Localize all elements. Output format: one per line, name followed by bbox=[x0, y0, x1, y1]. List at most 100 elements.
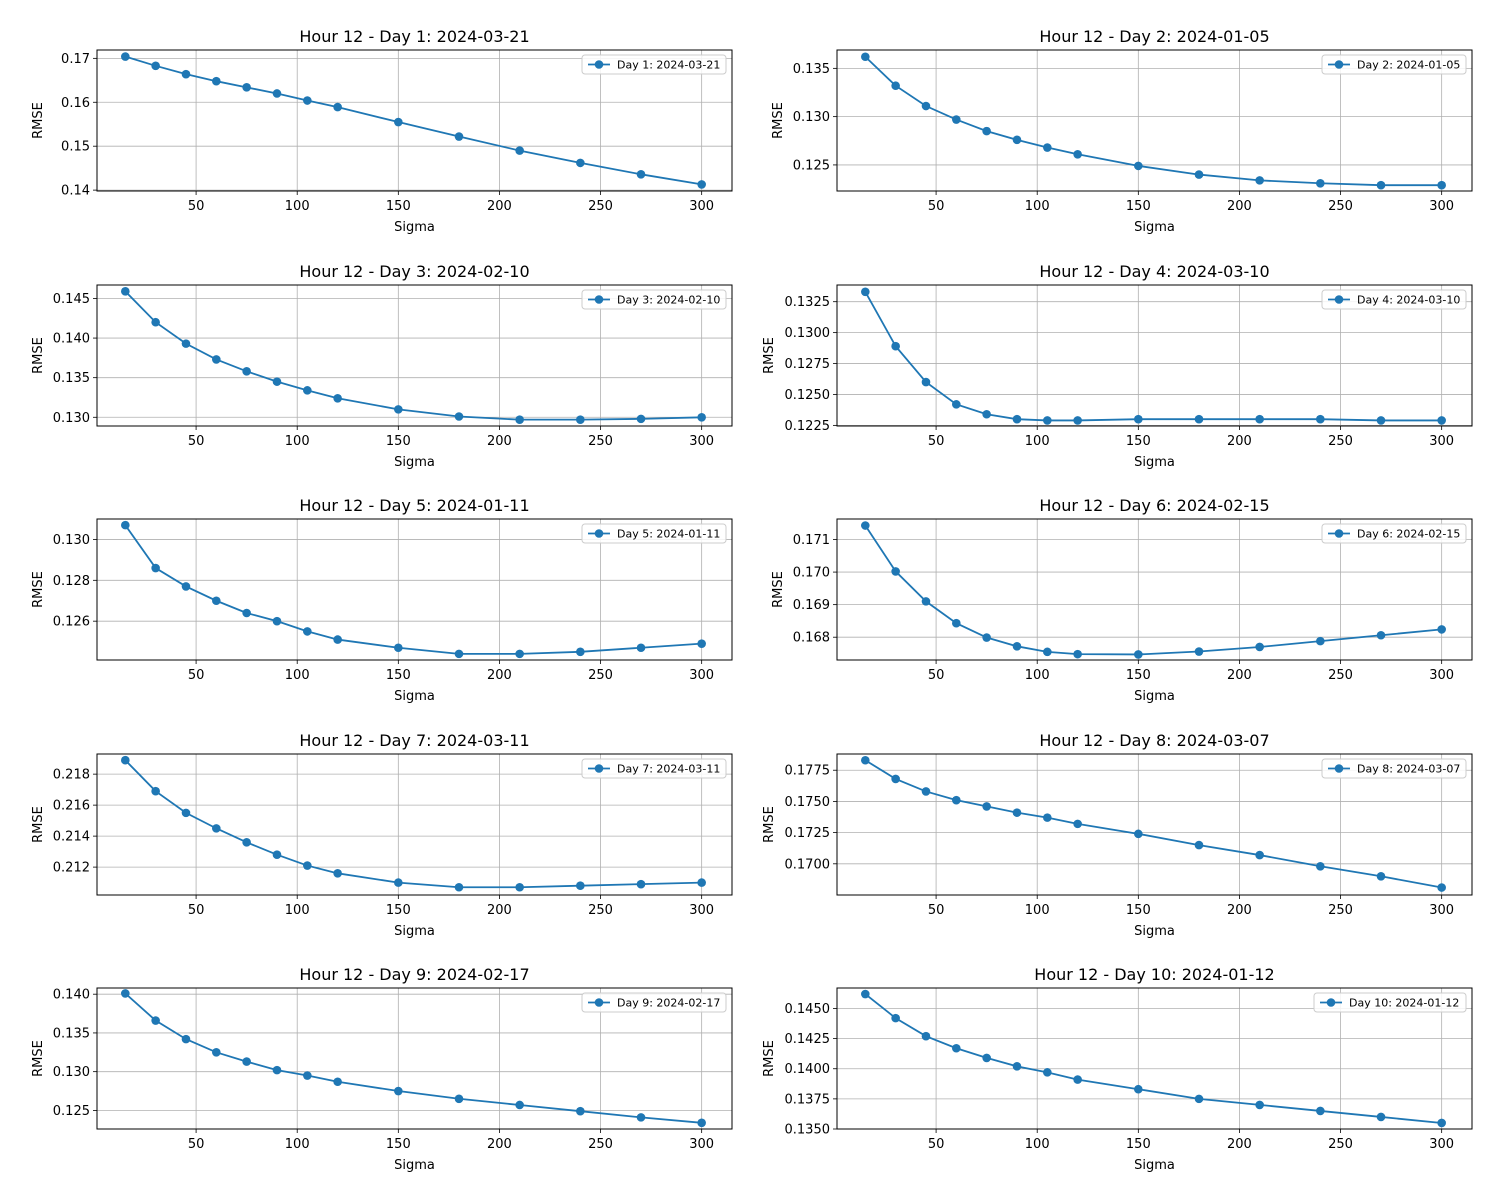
data-point bbox=[1194, 170, 1204, 179]
subplot-title: Hour 12 - Day 9: 2024-02-17 bbox=[299, 965, 529, 984]
data-point bbox=[515, 1100, 524, 1110]
y-tick-label: 0.130 bbox=[53, 1065, 90, 1080]
subplot-title: Hour 12 - Day 4: 2024-03-10 bbox=[1039, 262, 1269, 281]
data-point bbox=[697, 1118, 706, 1128]
data-point bbox=[982, 1053, 991, 1063]
data-point bbox=[242, 838, 251, 847]
axes-frame bbox=[96, 49, 733, 192]
data-point bbox=[1316, 862, 1325, 871]
y-tick-label: 0.125 bbox=[53, 1104, 90, 1119]
y-tick-label: 0.17 bbox=[61, 52, 90, 67]
data-point bbox=[454, 412, 464, 421]
data-point bbox=[1043, 647, 1052, 657]
data-point bbox=[394, 1086, 403, 1096]
y-axis-label: RMSE bbox=[31, 571, 46, 608]
y-tick-label: 0.1250 bbox=[785, 388, 831, 403]
x-tick-label: 250 bbox=[588, 199, 613, 214]
data-point bbox=[1255, 176, 1264, 185]
x-tick-label: 100 bbox=[1025, 668, 1050, 683]
data-point bbox=[636, 414, 646, 424]
data-point bbox=[1376, 180, 1386, 190]
legend-label: Day 6: 2024-02-15 bbox=[1357, 528, 1460, 541]
series-line bbox=[864, 56, 1442, 187]
legend-box bbox=[1321, 523, 1467, 544]
data-point bbox=[1073, 150, 1082, 159]
data-point bbox=[1043, 813, 1052, 822]
data-point bbox=[921, 1031, 931, 1041]
series-line bbox=[864, 993, 1442, 1124]
data-point bbox=[952, 795, 961, 805]
y-axis-label: RMSE bbox=[762, 1040, 777, 1077]
y-axis-label: RMSE bbox=[31, 806, 46, 843]
series-line bbox=[125, 55, 702, 186]
y-tick-label: 0.218 bbox=[53, 768, 90, 783]
x-axis-label: Sigma bbox=[394, 220, 435, 235]
data-point bbox=[697, 639, 706, 648]
legend-label: Day 2: 2024-01-05 bbox=[1357, 59, 1460, 72]
data-point bbox=[1255, 1100, 1264, 1110]
legend-box bbox=[581, 758, 727, 779]
x-tick-label: 150 bbox=[1126, 1137, 1151, 1152]
data-point bbox=[921, 597, 931, 606]
data-point bbox=[952, 115, 961, 124]
data-point bbox=[952, 400, 961, 409]
y-axis-label: RMSE bbox=[771, 102, 786, 139]
legend-marker bbox=[1326, 998, 1336, 1007]
data-point bbox=[151, 563, 160, 573]
data-point bbox=[1134, 414, 1143, 424]
x-tick-label: 100 bbox=[1025, 1137, 1050, 1152]
data-point bbox=[151, 1016, 160, 1025]
x-tick-label: 300 bbox=[689, 903, 714, 918]
data-point bbox=[982, 802, 991, 811]
y-tick-label: 0.214 bbox=[53, 830, 90, 845]
x-tick-label: 50 bbox=[188, 199, 205, 214]
data-point bbox=[242, 83, 251, 92]
x-tick-label: 200 bbox=[1227, 903, 1252, 918]
x-tick-label: 150 bbox=[1126, 668, 1151, 683]
legend-box bbox=[1321, 54, 1467, 75]
x-tick-label: 200 bbox=[487, 1137, 512, 1152]
data-point bbox=[1012, 1062, 1022, 1071]
data-point bbox=[303, 96, 312, 105]
x-tick-label: 50 bbox=[188, 434, 205, 449]
y-tick-label: 0.14 bbox=[61, 184, 90, 199]
data-point bbox=[982, 633, 991, 642]
data-point bbox=[1376, 630, 1386, 640]
x-axis-label: Sigma bbox=[1134, 689, 1175, 704]
data-point bbox=[515, 882, 524, 892]
legend-label: Day 8: 2024-03-07 bbox=[1357, 763, 1460, 776]
data-point bbox=[1316, 636, 1325, 646]
axes-frame bbox=[836, 284, 1473, 427]
y-tick-label: 0.1450 bbox=[785, 1002, 831, 1017]
data-point bbox=[636, 879, 646, 889]
x-tick-label: 150 bbox=[1126, 199, 1151, 214]
y-tick-label: 0.1325 bbox=[785, 295, 831, 310]
subplot-5: 50 100 150 200 250 300 0.126 0.128 0.130 Hour 12 … bbox=[31, 496, 733, 704]
x-tick-label: 50 bbox=[928, 668, 945, 683]
data-point bbox=[212, 596, 221, 606]
data-point bbox=[181, 339, 191, 348]
data-point bbox=[181, 582, 191, 591]
x-tick-label: 150 bbox=[386, 199, 411, 214]
data-point bbox=[697, 180, 706, 189]
data-point bbox=[454, 132, 464, 141]
y-axis-label: RMSE bbox=[771, 571, 786, 608]
series-line bbox=[864, 759, 1442, 889]
data-point bbox=[151, 61, 160, 71]
data-point bbox=[1134, 161, 1143, 171]
axes-frame bbox=[96, 284, 733, 427]
data-point bbox=[333, 1077, 342, 1087]
data-point bbox=[121, 52, 130, 61]
data-point bbox=[181, 1034, 191, 1044]
subplot-7: 50 100 150 200 250 300 0.212 0.214 0.216 0.218 Hou… bbox=[31, 731, 733, 939]
y-tick-label: 0.130 bbox=[793, 110, 830, 125]
data-point bbox=[242, 608, 251, 618]
data-point bbox=[121, 520, 130, 530]
data-point bbox=[1134, 1084, 1143, 1094]
data-point bbox=[303, 386, 312, 395]
axes-frame bbox=[836, 518, 1473, 661]
x-tick-label: 150 bbox=[386, 434, 411, 449]
subplot-4: 50 100 150 200 250 300 0.1225 0.1250 0.1275 0.130… bbox=[762, 262, 1473, 470]
x-tick-label: 100 bbox=[1025, 903, 1050, 918]
x-tick-label: 50 bbox=[928, 1137, 945, 1152]
